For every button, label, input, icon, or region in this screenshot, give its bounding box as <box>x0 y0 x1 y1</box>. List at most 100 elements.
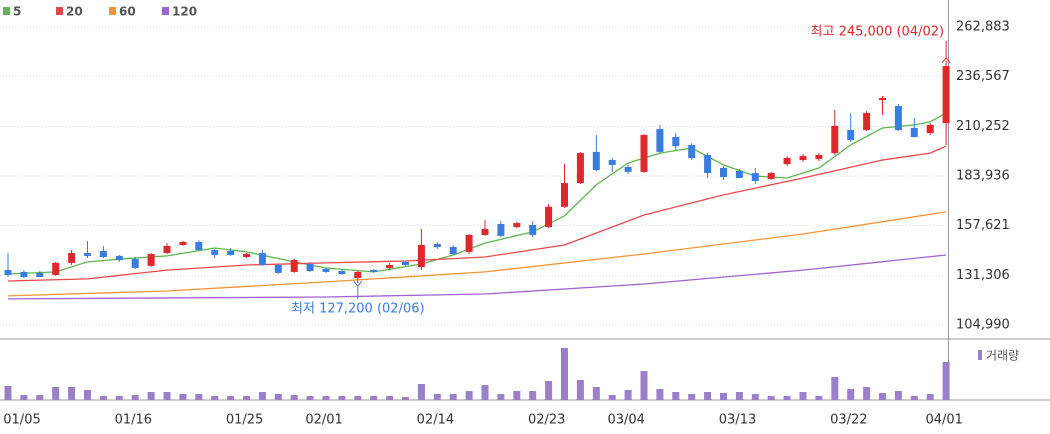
volume-bar <box>370 396 378 400</box>
annotation-arrowhead <box>941 56 951 64</box>
volume-bar <box>879 393 886 400</box>
candle-body <box>863 113 871 131</box>
y-tick-label: 262,883 <box>956 20 1010 35</box>
candle-body <box>52 262 60 275</box>
volume-bar <box>68 387 76 400</box>
volume-bar <box>338 396 346 400</box>
x-tick-label: 03/04 <box>607 413 644 428</box>
candle-body <box>258 253 266 265</box>
candle-body <box>227 250 235 255</box>
candle-body <box>640 134 648 172</box>
x-tick-label: 01/16 <box>115 413 152 428</box>
candle-body <box>592 151 600 171</box>
volume-bar <box>894 391 902 400</box>
candle-body <box>243 254 250 258</box>
candle-body <box>672 137 680 147</box>
candle-body <box>99 250 107 258</box>
candle-body <box>402 261 409 265</box>
candle-body <box>131 258 139 268</box>
candle-body <box>465 234 473 252</box>
volume-bar <box>306 396 314 400</box>
volume-bar <box>704 392 712 400</box>
volume-bar <box>417 384 425 400</box>
candle-body <box>115 255 123 261</box>
candle-body <box>783 157 791 164</box>
legend-swatch <box>162 7 169 15</box>
volume-bar <box>783 396 791 400</box>
volume-bar <box>402 397 409 400</box>
volume-bar <box>481 385 489 400</box>
volume-bar <box>497 394 505 400</box>
candle-body <box>179 241 187 245</box>
candle-body <box>561 183 568 207</box>
candle-body <box>354 271 362 278</box>
legend-label: 20 <box>66 5 83 19</box>
candle-body <box>147 254 155 266</box>
x-tick-label: 03/13 <box>719 413 756 428</box>
volume-bar <box>84 390 91 400</box>
legend-label: 120 <box>172 5 197 19</box>
x-tick-label: 01/05 <box>3 413 40 428</box>
volume-bar <box>465 391 473 400</box>
candle-body <box>704 154 712 174</box>
volume-bar <box>863 387 871 400</box>
candle-body <box>847 130 855 141</box>
candle-body <box>481 228 489 235</box>
candle-body <box>815 154 823 159</box>
volume-bar <box>529 391 537 400</box>
volume-bar <box>624 390 632 400</box>
candle-body <box>688 144 696 158</box>
candle-body <box>386 264 394 268</box>
volume-bar <box>258 392 266 400</box>
candle-body <box>799 156 807 161</box>
volume-bar <box>179 394 187 400</box>
moving-average-line <box>7 112 947 275</box>
volume-bar <box>656 389 664 400</box>
candle-body <box>831 125 839 154</box>
candle-body <box>84 253 91 256</box>
moving-average-line <box>7 211 947 297</box>
volume-bar <box>751 394 759 400</box>
candle-body <box>20 271 28 278</box>
candle-body <box>338 271 346 275</box>
volume-bar <box>227 396 235 400</box>
volume-bar <box>211 396 219 400</box>
candle-body <box>608 160 616 165</box>
volume-bar <box>243 396 250 400</box>
candle-body <box>370 270 378 272</box>
candle-body <box>306 264 314 272</box>
candle-body <box>879 97 886 101</box>
volume-bar <box>672 392 680 400</box>
volume-bar <box>4 386 12 400</box>
x-tick-label: 04/01 <box>925 413 962 428</box>
volume-bar <box>354 396 362 400</box>
candle-body <box>4 270 12 275</box>
volume-bar <box>20 395 28 400</box>
y-tick-label: 236,567 <box>956 69 1010 84</box>
candle-body <box>163 245 171 254</box>
volume-bar <box>274 394 282 400</box>
candle-body <box>274 264 282 273</box>
volume-bar <box>926 394 934 400</box>
candle-body <box>767 173 775 179</box>
y-tick-label: 131,306 <box>956 268 1010 283</box>
moving-average-line <box>7 145 947 282</box>
annotation: 최저 127,200 (02/06) <box>291 302 425 317</box>
y-tick-label: 183,936 <box>956 169 1010 184</box>
volume-bar <box>131 395 139 400</box>
volume-bar <box>433 394 441 400</box>
volume-bar <box>831 377 839 400</box>
y-tick-label: 104,990 <box>956 317 1010 332</box>
volume-bar <box>52 387 60 400</box>
candle-body <box>211 250 219 255</box>
candle-body <box>751 173 759 181</box>
volume-bar <box>195 394 203 400</box>
candle-body <box>417 244 425 268</box>
candle-body <box>545 206 553 228</box>
x-tick-label: 02/23 <box>528 413 565 428</box>
volume-legend: 거래량 <box>986 349 1019 363</box>
volume-bar <box>767 396 775 400</box>
candle-body <box>624 167 632 172</box>
volume-bar <box>608 395 616 400</box>
